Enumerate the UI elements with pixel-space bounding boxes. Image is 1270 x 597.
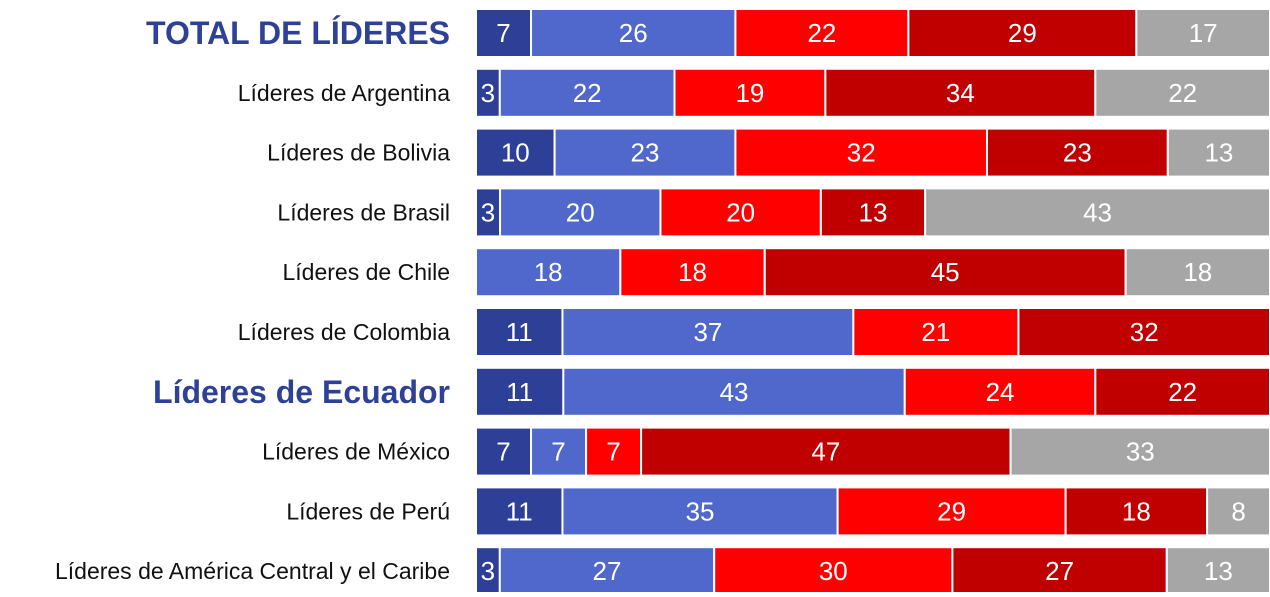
- data-label: 3: [481, 197, 495, 227]
- bar-segment: [1009, 426, 1270, 477]
- data-label: 27: [1045, 556, 1074, 586]
- data-label: 22: [573, 78, 602, 108]
- data-label: 37: [693, 317, 722, 347]
- data-label: 23: [1063, 138, 1092, 168]
- data-label: 21: [921, 317, 950, 347]
- bar-segment: [1206, 486, 1270, 537]
- bar-segment: [819, 187, 927, 238]
- data-label: 22: [1168, 78, 1197, 108]
- data-label: 24: [986, 377, 1015, 407]
- category-label: Líderes de Perú: [286, 498, 450, 524]
- data-label: 29: [1008, 18, 1037, 48]
- bar-segment: [734, 8, 910, 58]
- data-label: 7: [496, 437, 510, 467]
- category-label: Líderes de Chile: [283, 259, 451, 285]
- data-label: 22: [807, 18, 836, 48]
- category-label: Líderes de Bolivia: [267, 140, 450, 166]
- bar-segment: [1124, 247, 1270, 298]
- data-label: 45: [931, 257, 960, 287]
- bar-segment: [1166, 127, 1270, 178]
- bar-segment: [1165, 546, 1270, 597]
- bar-segment: [499, 187, 662, 238]
- data-label: 3: [481, 78, 495, 108]
- data-label: 13: [1204, 556, 1233, 586]
- category-label: Líderes de Brasil: [277, 199, 450, 225]
- bar-segment: [530, 426, 588, 477]
- data-label: 17: [1189, 18, 1218, 48]
- bar-segment: [498, 67, 676, 118]
- data-label: 30: [819, 556, 848, 586]
- bar-segment: [475, 8, 533, 58]
- data-label: 20: [726, 197, 755, 227]
- bar-segment: [1094, 366, 1270, 417]
- data-label: 7: [496, 18, 510, 48]
- bar-segment: [561, 486, 839, 537]
- bar-segment: [1135, 8, 1270, 58]
- bar-segment: [852, 307, 1020, 357]
- bar-segment: [475, 307, 564, 357]
- bar-segment: [530, 8, 737, 58]
- category-label: Líderes de Argentina: [238, 80, 450, 106]
- data-label: 11: [506, 496, 533, 526]
- bar-segment: [659, 187, 822, 238]
- bar-segment: [475, 187, 502, 238]
- data-label: 32: [1130, 317, 1159, 347]
- data-label: 18: [534, 257, 563, 287]
- data-label: 19: [735, 78, 764, 108]
- bar-segment: [673, 67, 827, 118]
- bar-segment: [561, 307, 855, 357]
- bar-segment: [836, 486, 1067, 537]
- category-label: TOTAL DE LÍDERES: [146, 15, 450, 51]
- data-label: 8: [1231, 496, 1245, 526]
- data-label: 13: [859, 197, 888, 227]
- data-label: 18: [678, 257, 707, 287]
- category-label: Líderes de Ecuador: [153, 374, 450, 410]
- bar-segment: [903, 366, 1097, 417]
- category-label: Líderes de América Central y el Caribe: [55, 558, 450, 584]
- data-label: 7: [606, 437, 620, 467]
- bar-segment: [475, 426, 533, 477]
- data-label: 11: [506, 317, 533, 347]
- bar-segment: [734, 127, 988, 178]
- data-label: 34: [946, 78, 975, 108]
- data-label: 35: [686, 496, 715, 526]
- data-label: 43: [1083, 197, 1112, 227]
- data-label: 47: [811, 437, 840, 467]
- category-label: Líderes de Colombia: [238, 319, 450, 345]
- data-label: 18: [1122, 496, 1151, 526]
- data-label: 10: [501, 138, 530, 168]
- data-label: 13: [1204, 138, 1233, 168]
- bar-segment: [475, 486, 564, 537]
- data-label: 27: [593, 556, 622, 586]
- data-label: 33: [1126, 437, 1155, 467]
- data-label: 3: [481, 556, 495, 586]
- bar-segment: [1017, 307, 1270, 357]
- data-label: 43: [720, 377, 749, 407]
- bar-segment: [640, 426, 1012, 477]
- bar-segment: [924, 187, 1270, 238]
- bar-segment: [475, 247, 622, 298]
- data-label: 22: [1168, 377, 1197, 407]
- data-label: 11: [506, 377, 533, 407]
- bar-segment: [475, 127, 556, 178]
- data-label: 18: [1183, 257, 1212, 287]
- data-label: 26: [619, 18, 648, 48]
- data-label: 20: [566, 197, 595, 227]
- data-label: 29: [937, 496, 966, 526]
- category-label: Líderes de México: [262, 439, 450, 465]
- data-label: 32: [847, 138, 876, 168]
- data-label: 7: [551, 437, 565, 467]
- bar-segment: [763, 247, 1127, 298]
- bar-segment: [619, 247, 766, 298]
- data-label: 23: [631, 138, 660, 168]
